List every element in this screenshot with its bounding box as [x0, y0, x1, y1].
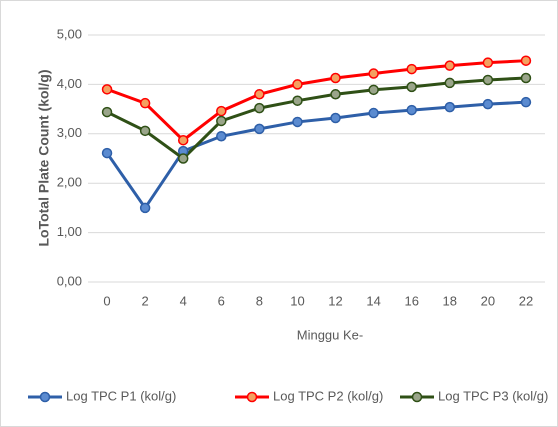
x-tick-label: 12 [328, 293, 342, 308]
legend-label: Log TPC P2 (kol/g) [273, 388, 383, 403]
data-point [177, 153, 189, 164]
legend-marker [411, 391, 423, 403]
data-point [254, 89, 265, 100]
series-line [106, 59, 527, 143]
data-point [368, 84, 379, 96]
x-tick-label: 16 [404, 293, 418, 308]
y-tick-label: 3,00 [57, 125, 82, 140]
data-point [292, 116, 303, 128]
y-tick-label: 5,00 [57, 26, 82, 41]
data-point [139, 125, 151, 137]
data-point [444, 77, 456, 89]
x-tick-label: 0 [103, 293, 110, 308]
data-point [101, 106, 113, 118]
x-tick-label: 2 [142, 293, 149, 308]
data-point [139, 202, 151, 214]
x-tick-label: 18 [443, 293, 457, 308]
data-point [101, 147, 113, 159]
data-point [216, 105, 227, 117]
series-line [105, 100, 527, 211]
x-tick-label: 14 [366, 293, 380, 308]
data-point [406, 63, 417, 75]
data-point [520, 55, 532, 66]
x-tick-label: 6 [218, 293, 225, 308]
data-point [406, 81, 417, 93]
data-point [254, 123, 265, 135]
x-tick-label: 8 [256, 293, 263, 308]
legend-label: Log TPC P3 (kol/g) [438, 388, 548, 403]
data-point [139, 97, 151, 109]
y-tick-label: 1,00 [57, 224, 82, 239]
data-point [254, 102, 265, 114]
x-axis-label: Minggu Ke- [297, 327, 363, 342]
data-point [292, 79, 303, 90]
data-point [177, 134, 189, 146]
data-point [368, 68, 379, 79]
y-tick-label: 2,00 [57, 175, 82, 190]
data-point [482, 98, 494, 110]
y-tick-label: 4,00 [57, 76, 82, 91]
data-point [330, 112, 341, 124]
data-point [482, 74, 494, 86]
legend-marker [39, 391, 51, 403]
data-point [330, 72, 341, 84]
x-tick-label: 10 [290, 293, 304, 308]
data-point [330, 89, 341, 100]
data-point [292, 95, 303, 106]
data-point [216, 131, 227, 142]
data-point [101, 84, 113, 95]
x-tick-label: 4 [180, 293, 187, 308]
x-tick-label: 22 [519, 293, 533, 308]
data-point [216, 115, 227, 127]
data-point [444, 60, 456, 71]
y-axis-label: LoTotal Plate Count (kol/g) [36, 69, 52, 246]
x-tick-label: 20 [481, 293, 495, 308]
legend-label: Log TPC P1 (kol/g) [66, 388, 176, 403]
legend-marker [246, 391, 258, 403]
data-point [520, 72, 532, 84]
data-point [368, 107, 379, 119]
data-point [444, 101, 456, 113]
data-point [482, 57, 494, 68]
data-point [406, 104, 417, 116]
y-tick-label: 0,00 [57, 273, 82, 288]
data-point [520, 96, 532, 108]
series-line [106, 76, 527, 161]
